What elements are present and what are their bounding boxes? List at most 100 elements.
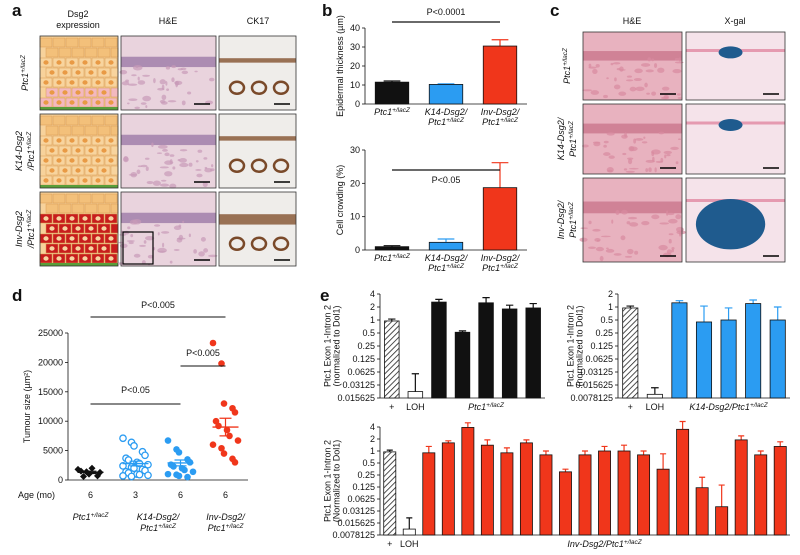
tissue (685, 31, 786, 101)
tissue (595, 64, 600, 68)
tissue (123, 230, 130, 235)
tissue (78, 115, 92, 126)
label-text: Ptc1 (568, 220, 578, 238)
tissue (110, 47, 119, 58)
tissue (129, 219, 138, 225)
label-text: Ptc1 (428, 263, 446, 273)
group-label: Inv-Dsg2/Ptc1+/lacZ (206, 512, 246, 533)
tissue (583, 123, 682, 134)
tissue (675, 214, 682, 220)
error-bar (699, 476, 706, 488)
tissue (82, 256, 88, 261)
tissue (219, 36, 296, 110)
column-header: H&E (623, 16, 642, 26)
y-tick-label: 0 (58, 475, 63, 485)
tissue (718, 119, 743, 131)
column-header: X-gal (724, 16, 745, 26)
tissue (670, 146, 679, 151)
micrograph (218, 35, 297, 111)
bar (500, 452, 514, 536)
tissue (171, 77, 175, 83)
group-label: Inv-Dsg2/Ptc1+/lacZ (567, 539, 642, 549)
tissue (613, 84, 621, 90)
tissue (668, 233, 674, 236)
tissue (75, 70, 81, 75)
tissue (110, 243, 119, 254)
tissue (218, 35, 297, 111)
tissue (128, 241, 134, 245)
tissue (686, 104, 785, 174)
tissue (173, 225, 182, 230)
bar (422, 452, 436, 536)
tissue (52, 193, 66, 204)
tissue (71, 125, 85, 136)
tissue (167, 100, 177, 103)
bar (646, 393, 663, 399)
tissue (133, 253, 141, 258)
tissue (667, 212, 675, 216)
tissue (65, 115, 79, 126)
tissue (628, 145, 635, 152)
tissue (658, 244, 668, 251)
bar (428, 84, 464, 105)
tissue (56, 216, 62, 221)
point (127, 472, 136, 481)
tissue (181, 70, 189, 75)
micrograph (218, 113, 297, 189)
tissue (43, 60, 49, 65)
micrograph (685, 31, 786, 101)
age-label: 6 (88, 490, 93, 500)
age-label: 6 (178, 490, 183, 500)
y-axis-label: Ptc1 Exon 1-Intron 2(normalized to Dol1) (566, 305, 585, 387)
tissue (676, 93, 681, 96)
tissue (611, 219, 614, 224)
tissue (140, 164, 148, 168)
error-bar (777, 441, 784, 447)
y-tick-label: 20 (350, 61, 360, 71)
bar (769, 319, 786, 399)
point (164, 470, 172, 478)
tissue (108, 178, 114, 183)
tissue (182, 220, 185, 224)
tissue (130, 171, 138, 178)
tissue (130, 234, 134, 238)
tissue (104, 115, 118, 126)
tissue (145, 166, 149, 171)
point (175, 472, 183, 480)
row-label: K14-Dsg2/Ptc1+/lacZ (14, 131, 36, 171)
tissue (108, 80, 114, 85)
tissue (695, 199, 766, 250)
y-tick-label: 15000 (38, 387, 63, 397)
tissue (69, 178, 75, 183)
bar (441, 442, 455, 536)
bar (734, 439, 748, 536)
label-sup: +/lacZ (562, 47, 569, 66)
tissue (161, 94, 167, 100)
tissue (152, 180, 161, 186)
bar (374, 81, 410, 105)
label-text: CK17 (247, 16, 270, 26)
tissue (188, 233, 191, 238)
point (218, 360, 225, 367)
tissue (159, 79, 166, 85)
micrograph (685, 177, 786, 263)
label-text: Ptc1 (482, 117, 500, 127)
tissue (648, 167, 652, 173)
error-bar (679, 420, 686, 430)
tissue (104, 37, 118, 48)
tissue (39, 191, 119, 267)
tissue (645, 69, 654, 73)
tissue (56, 236, 62, 241)
tissue (91, 193, 105, 204)
error-bar (651, 387, 659, 395)
tissue (142, 95, 152, 102)
bar (745, 303, 762, 399)
y-tick-label: 2 (370, 434, 375, 444)
tissue (62, 148, 68, 153)
label-text: X-gal (724, 16, 745, 26)
tissue (671, 248, 674, 253)
tissue (91, 37, 105, 48)
tissue (218, 191, 297, 267)
tissue (582, 144, 589, 148)
inset-box (122, 231, 154, 265)
